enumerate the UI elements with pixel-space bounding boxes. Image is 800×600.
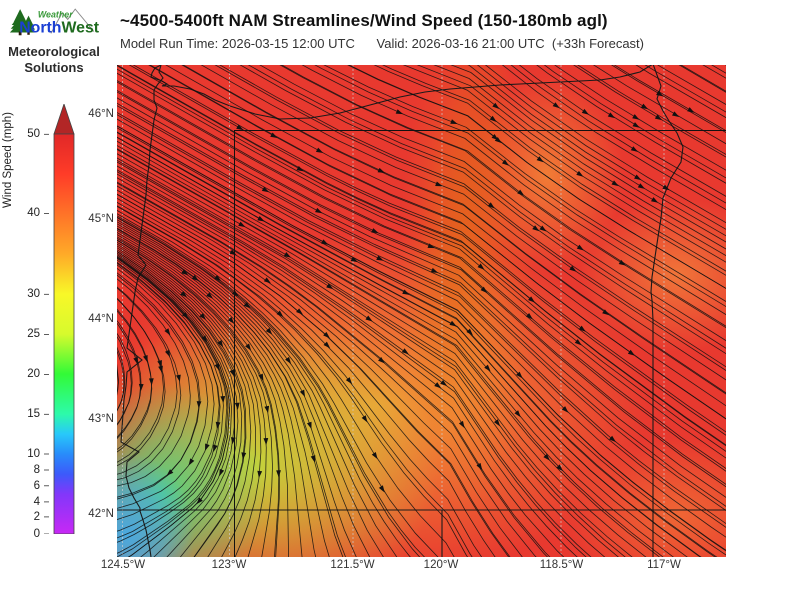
svg-text:NorthWest: NorthWest [19, 19, 100, 36]
svg-text:Weather: Weather [38, 10, 73, 20]
